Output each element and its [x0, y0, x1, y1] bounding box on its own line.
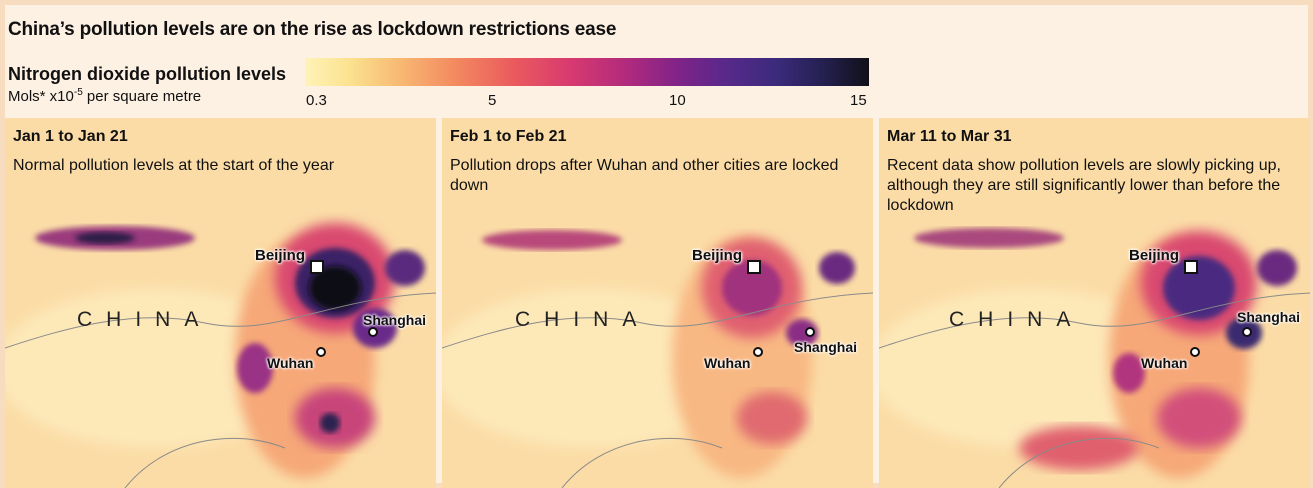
map-panel-feb: Feb 1 to Feb 21 Pollution drops after Wu…: [442, 118, 873, 488]
capital-marker-beijing: [310, 260, 324, 274]
scale-tick-0: 0.3: [306, 92, 327, 109]
city-label-wuhan: Wuhan: [267, 355, 314, 371]
panel-date: Feb 1 to Feb 21: [450, 128, 567, 145]
legend-unit: Mols* x10-5 per square metre: [8, 87, 202, 106]
color-scale-bar: [305, 58, 869, 86]
city-label-wuhan: Wuhan: [704, 355, 751, 371]
city-label-beijing: Beijing: [692, 247, 743, 264]
figure-title: China’s pollution levels are on the rise…: [8, 19, 617, 40]
panel-description: Normal pollution levels at the start of …: [13, 157, 335, 174]
capital-marker-beijing: [747, 260, 761, 274]
legend-unit-exponent: -5: [73, 87, 83, 98]
scale-tick-1: 5: [488, 92, 497, 109]
country-label: CHINA: [515, 308, 651, 331]
map-panel-mar: Mar 11 to Mar 31 Recent data show pollut…: [879, 118, 1310, 488]
panel-date: Mar 11 to Mar 31: [887, 128, 1012, 145]
map-panel-jan: Jan 1 to Jan 21 Normal pollution levels …: [5, 118, 436, 488]
pollution-map-mar: [879, 118, 1310, 488]
city-marker-shanghai: [368, 327, 378, 337]
city-label-beijing: Beijing: [255, 247, 306, 264]
city-marker-wuhan: [1190, 347, 1200, 357]
panel-description: Pollution drops after Wuhan and other ci…: [450, 157, 839, 194]
city-label-shanghai: Shanghai: [794, 339, 858, 355]
city-label-wuhan: Wuhan: [1141, 355, 1188, 371]
city-label-shanghai: Shanghai: [1237, 309, 1301, 325]
country-label: CHINA: [77, 308, 213, 331]
city-label-shanghai: Shanghai: [363, 312, 427, 328]
city-label-beijing: Beijing: [1129, 247, 1180, 264]
legend-unit-suffix: per square metre: [82, 88, 202, 105]
country-label: CHINA: [949, 308, 1085, 331]
pollution-map-jan: [5, 118, 436, 488]
scale-tick-2: 10: [669, 92, 686, 109]
city-marker-wuhan: [316, 347, 326, 357]
city-marker-shanghai: [805, 327, 815, 337]
legend-unit-prefix: Mols* x10: [8, 88, 74, 105]
capital-marker-beijing: [1184, 260, 1198, 274]
pollution-map-feb: [442, 118, 873, 488]
panel-description: Recent data show pollution levels are sl…: [887, 157, 1281, 214]
legend-title: Nitrogen dioxide pollution levels: [8, 64, 287, 84]
city-marker-wuhan: [753, 347, 763, 357]
scale-tick-3: 15: [850, 92, 867, 109]
panel-date: Jan 1 to Jan 21: [13, 128, 128, 145]
city-marker-shanghai: [1242, 327, 1252, 337]
